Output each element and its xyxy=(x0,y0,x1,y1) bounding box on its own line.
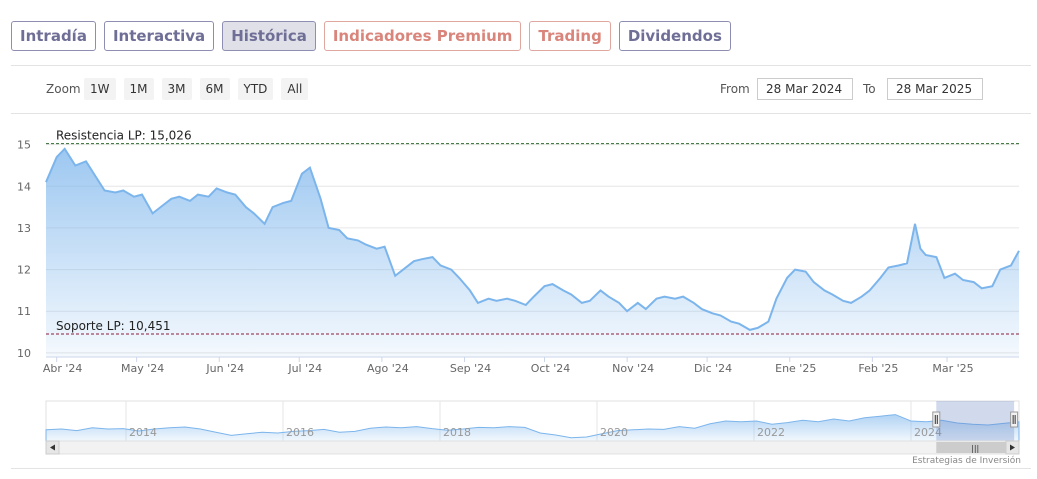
zoom-1w-button[interactable]: 1W xyxy=(84,78,116,100)
tab-indicadores-premium[interactable]: Indicadores Premium xyxy=(323,21,522,51)
y-tick-label: 11 xyxy=(17,305,31,318)
zoom-ytd-button[interactable]: YTD xyxy=(237,78,274,100)
scroll-left-arrow-icon xyxy=(50,444,55,451)
x-tick-label: Ene '25 xyxy=(775,362,816,375)
tab-dividendos[interactable]: Dividendos xyxy=(618,21,731,51)
zoom-3m-button[interactable]: 3M xyxy=(161,78,192,100)
tab-historica[interactable]: Histórica xyxy=(222,21,316,51)
scroll-left-button xyxy=(45,440,60,455)
tab-intradia[interactable]: Intradía xyxy=(11,21,96,51)
to-label: To xyxy=(863,82,876,96)
x-tick-label: Jun '24 xyxy=(205,362,244,375)
x-tick-label: Jul '24 xyxy=(287,362,322,375)
price-area xyxy=(46,148,1019,357)
x-tick-label: Oct '24 xyxy=(531,362,571,375)
toolbar-divider xyxy=(11,113,1031,114)
x-axis-labels: Abr '24 May '24 Jun '24 Jul '24 Ago '24 Sep '… xyxy=(43,357,974,375)
x-tick-label: Sep '24 xyxy=(450,362,491,375)
navigator-year-label: 2018 xyxy=(443,426,471,439)
navigator-frame xyxy=(45,400,1020,442)
y-axis-labels: 10 11 12 13 14 15 xyxy=(17,139,31,360)
tab-interactiva[interactable]: Interactiva xyxy=(103,21,215,51)
scrollbar-track xyxy=(45,440,1020,455)
scroll-right-arrow-icon xyxy=(1010,444,1015,451)
zoom-buttons: 1W 1M 3M 6M YTD All xyxy=(84,78,309,100)
navigator-year-label: 2022 xyxy=(757,426,785,439)
scroll-right-button xyxy=(1005,440,1020,455)
y-tick-label: 10 xyxy=(17,347,31,360)
y-tick-label: 15 xyxy=(17,139,31,152)
tab-trading[interactable]: Trading xyxy=(529,21,611,51)
y-tick-label: 14 xyxy=(17,180,31,193)
y-tick-label: 12 xyxy=(17,264,31,277)
from-date-input[interactable] xyxy=(757,78,853,100)
zoom-label: Zoom xyxy=(46,82,81,96)
from-label: From xyxy=(720,82,750,96)
to-date-input[interactable] xyxy=(887,78,983,100)
zoom-all-button[interactable]: All xyxy=(281,78,309,100)
chart-tabs: Intradía Interactiva Histórica Indicador… xyxy=(11,21,731,51)
x-tick-label: Ago '24 xyxy=(367,362,409,375)
x-tick-label: Dic '24 xyxy=(694,362,732,375)
navigator-gridlines xyxy=(125,401,912,441)
navigator-year-label: 2014 xyxy=(129,426,157,439)
zoom-1m-button[interactable]: 1M xyxy=(123,78,154,100)
navigator-handle[interactable] xyxy=(932,411,941,428)
navigator-selection xyxy=(936,401,1015,441)
resistance-label: Resistencia LP: 15,026 xyxy=(56,129,192,143)
navigator: 2014 2016 2018 2020 2022 2024 xyxy=(45,400,1020,442)
price-line xyxy=(45,147,1020,331)
x-tick-label: Feb '25 xyxy=(858,362,898,375)
navigator-area xyxy=(45,414,1020,442)
credits: Estrategias de Inversión xyxy=(912,456,1021,466)
bottom-divider xyxy=(11,468,1031,469)
x-tick-label: Nov '24 xyxy=(612,362,654,375)
navigator-year-label: 2020 xyxy=(600,426,628,439)
y-tick-label: 13 xyxy=(17,222,31,235)
x-tick-label: Mar '25 xyxy=(932,362,973,375)
x-tick-label: May '24 xyxy=(121,362,164,375)
scrollbar-grip-icon: ||| xyxy=(971,444,979,453)
support-label: Soporte LP: 10,451 xyxy=(56,319,171,333)
navigator-labels: 2014 2016 2018 2020 2022 2024 xyxy=(129,426,942,439)
navigator-year-label: 2016 xyxy=(286,426,314,439)
x-tick-label: Abr '24 xyxy=(43,362,83,375)
y-gridlines xyxy=(46,144,1019,354)
zoom-6m-button[interactable]: 6M xyxy=(199,78,230,100)
navigator-handle[interactable] xyxy=(1010,411,1019,428)
top-divider xyxy=(11,65,1031,66)
scrollbar-thumb[interactable] xyxy=(936,442,1015,453)
navigator-year-label: 2024 xyxy=(914,426,942,439)
